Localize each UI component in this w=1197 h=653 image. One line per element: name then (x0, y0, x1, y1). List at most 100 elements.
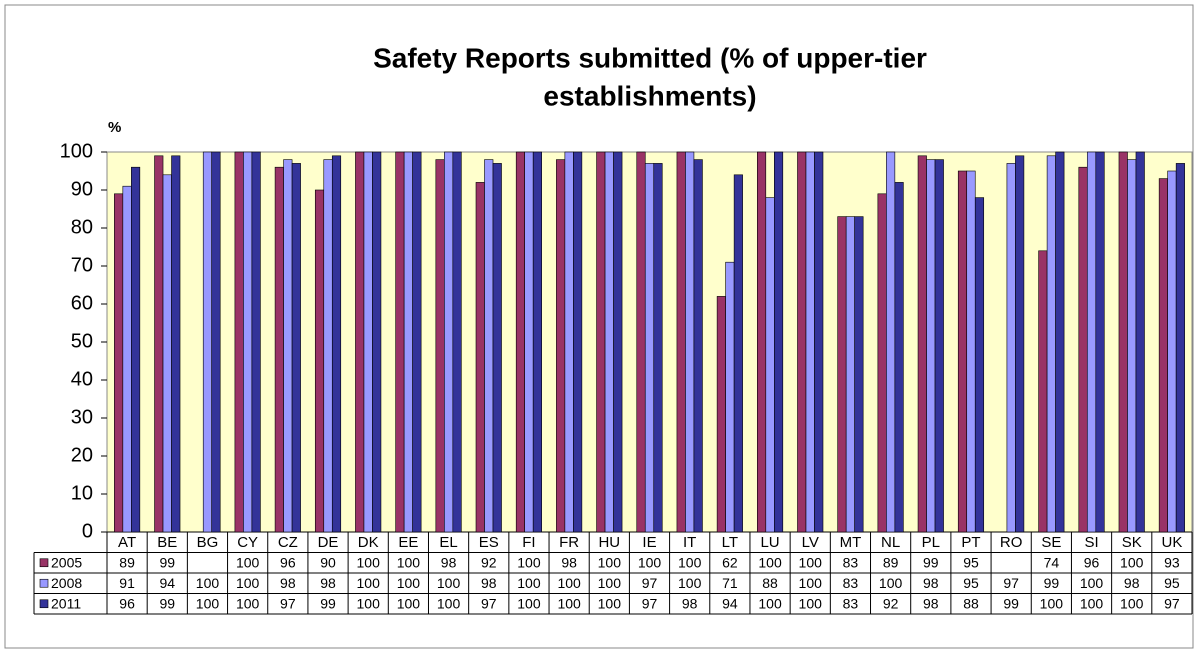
bar (797, 151, 807, 533)
bar (917, 155, 927, 533)
x-tick-label: IT (683, 534, 696, 551)
bar (435, 159, 445, 533)
table-cell: 71 (722, 575, 738, 591)
bar (1127, 159, 1137, 533)
table-cell: 99 (923, 554, 939, 570)
table-cell: 98 (923, 575, 939, 591)
bar (854, 216, 864, 533)
y-tick-label: 10 (71, 482, 93, 504)
legend-key (39, 599, 49, 609)
x-tick-label: DE (318, 534, 339, 551)
bar (774, 151, 784, 533)
legend-label: 2011 (51, 595, 81, 611)
bar (805, 151, 815, 533)
table-cell: 99 (1044, 575, 1060, 591)
table-cell: 92 (883, 595, 899, 611)
x-tick-label: AT (118, 534, 136, 551)
bar (894, 182, 904, 533)
bar (1095, 151, 1105, 533)
table-cell: 94 (159, 575, 175, 591)
bar (395, 151, 405, 533)
table-cell: 100 (357, 575, 381, 591)
table-cell: 100 (879, 575, 903, 591)
bar (274, 166, 284, 533)
bar (283, 159, 293, 533)
y-tick-label: 60 (71, 292, 93, 314)
bar (1135, 151, 1145, 533)
table-cell: 100 (236, 554, 260, 570)
x-tick-label: CY (237, 534, 258, 551)
table-cell: 100 (557, 595, 581, 611)
bar (733, 174, 743, 533)
table-cell: 89 (883, 554, 899, 570)
table-cell: 99 (159, 554, 175, 570)
table-cell: 90 (320, 554, 336, 570)
table-cell: 62 (722, 554, 738, 570)
table-cell: 88 (762, 575, 778, 591)
bar (291, 163, 301, 533)
x-tick-label: EE (398, 534, 418, 551)
table-cell: 88 (963, 595, 979, 611)
table-cell: 93 (1164, 554, 1180, 570)
table-cell: 96 (280, 554, 296, 570)
bar (412, 151, 422, 533)
bar (974, 197, 985, 533)
table-cell: 100 (678, 554, 702, 570)
bar (653, 163, 663, 533)
table-cell: 100 (196, 595, 220, 611)
bar (243, 151, 253, 533)
x-tick-label: CZ (278, 534, 298, 551)
chart-title: establishments) (543, 80, 756, 111)
bar (131, 166, 141, 533)
table-cell: 100 (1080, 575, 1104, 591)
x-tick-label: PT (961, 534, 980, 551)
table-cell: 74 (1044, 554, 1060, 570)
table-cell: 98 (441, 554, 457, 570)
x-tick-label: BE (157, 534, 177, 551)
table-cell: 98 (923, 595, 939, 611)
table-cell: 100 (357, 595, 381, 611)
table-cell: 100 (236, 595, 260, 611)
bar (475, 182, 485, 533)
table-cell: 91 (119, 575, 135, 591)
bar (564, 151, 574, 533)
bar (757, 151, 767, 533)
x-tick-label: FR (559, 534, 579, 551)
table-cell: 96 (119, 595, 135, 611)
bar (403, 151, 413, 533)
table-cell: 100 (758, 595, 782, 611)
y-tick-label: 40 (71, 368, 93, 390)
bar (725, 261, 735, 533)
table-cell: 100 (357, 554, 381, 570)
bar (966, 170, 976, 533)
table-cell: 83 (843, 595, 859, 611)
bar (363, 151, 373, 533)
x-tick-label: RO (1000, 534, 1023, 551)
y-tick-label: 70 (71, 254, 93, 276)
bar (162, 174, 172, 533)
x-tick-label: SE (1041, 534, 1061, 551)
x-tick-label: UK (1161, 534, 1182, 551)
bar (814, 151, 824, 533)
table-cell: 96 (1084, 554, 1100, 570)
bar (837, 216, 847, 533)
bar (934, 159, 944, 533)
table-cell: 98 (1124, 575, 1140, 591)
bar (845, 216, 855, 533)
bar (957, 170, 968, 533)
bar (676, 151, 686, 533)
x-tick-label: DK (358, 534, 379, 551)
y-tick-label: 0 (82, 520, 93, 542)
bar (886, 151, 896, 533)
bar (1046, 155, 1056, 533)
bar (524, 151, 534, 533)
x-tick-label: PL (922, 534, 940, 551)
table-cell: 95 (963, 554, 979, 570)
bar (1086, 151, 1097, 533)
bar (1078, 166, 1088, 533)
bar (596, 151, 606, 533)
x-tick-label: ES (479, 534, 499, 551)
bar (154, 155, 164, 533)
table-cell: 89 (119, 554, 135, 570)
table-cell: 99 (159, 595, 175, 611)
